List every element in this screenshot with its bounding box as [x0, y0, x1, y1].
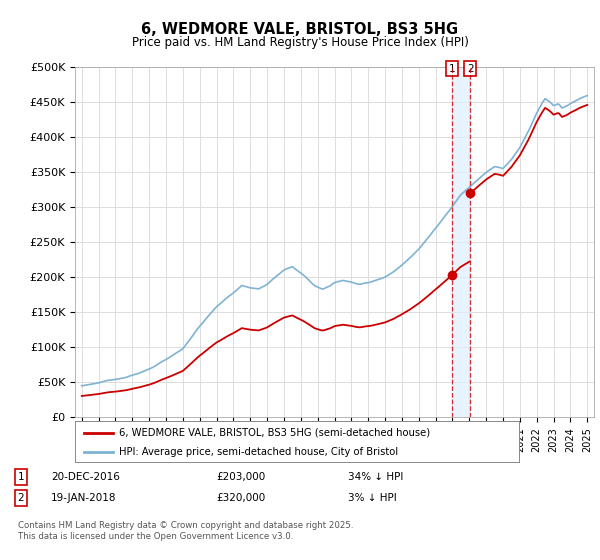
- Text: £203,000: £203,000: [216, 472, 265, 482]
- Text: Price paid vs. HM Land Registry's House Price Index (HPI): Price paid vs. HM Land Registry's House …: [131, 36, 469, 49]
- Text: HPI: Average price, semi-detached house, City of Bristol: HPI: Average price, semi-detached house,…: [119, 447, 398, 457]
- Bar: [452, 67, 470, 417]
- Text: 34% ↓ HPI: 34% ↓ HPI: [348, 472, 403, 482]
- Text: 1: 1: [449, 64, 455, 73]
- Text: 2: 2: [467, 64, 473, 73]
- Text: 6, WEDMORE VALE, BRISTOL, BS3 5HG: 6, WEDMORE VALE, BRISTOL, BS3 5HG: [142, 22, 458, 36]
- Text: 19-JAN-2018: 19-JAN-2018: [51, 493, 116, 503]
- Text: 1: 1: [17, 472, 25, 482]
- Text: £320,000: £320,000: [216, 493, 265, 503]
- Text: 2: 2: [17, 493, 25, 503]
- Text: 3% ↓ HPI: 3% ↓ HPI: [348, 493, 397, 503]
- Text: 20-DEC-2016: 20-DEC-2016: [51, 472, 120, 482]
- Text: Contains HM Land Registry data © Crown copyright and database right 2025.
This d: Contains HM Land Registry data © Crown c…: [18, 521, 353, 540]
- Text: 6, WEDMORE VALE, BRISTOL, BS3 5HG (semi-detached house): 6, WEDMORE VALE, BRISTOL, BS3 5HG (semi-…: [119, 428, 431, 437]
